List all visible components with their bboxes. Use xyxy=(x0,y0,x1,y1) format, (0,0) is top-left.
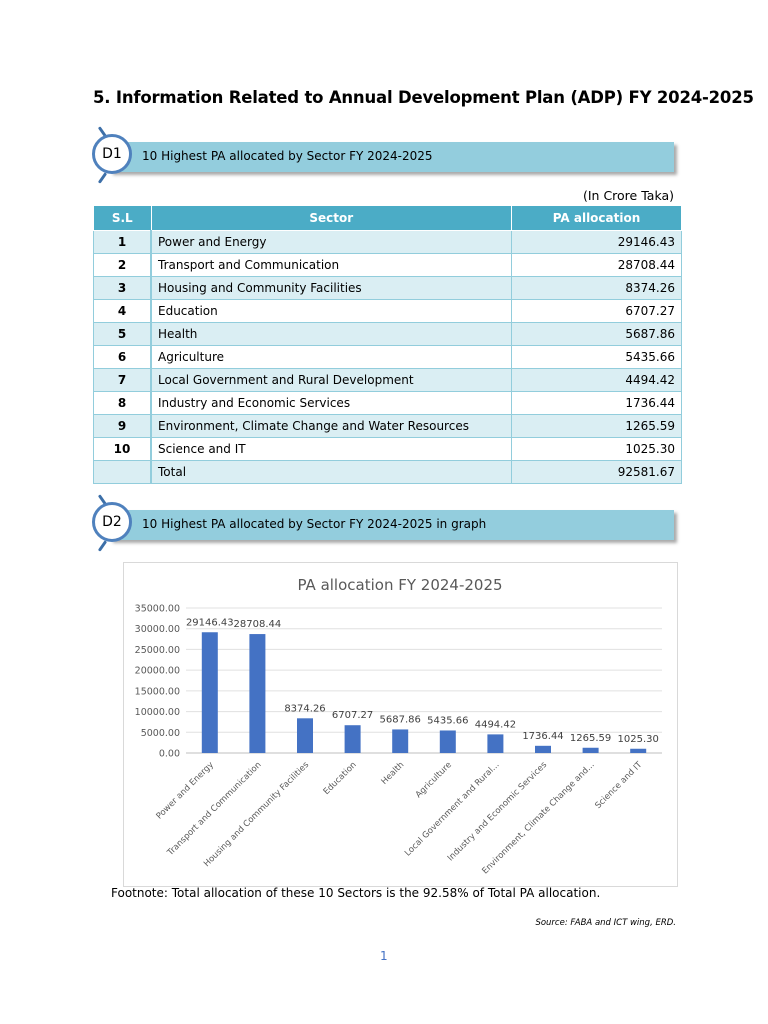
data-label: 5687.86 xyxy=(380,714,421,725)
bar xyxy=(535,745,551,753)
row-sl: 2 xyxy=(93,253,152,277)
row-sl: 7 xyxy=(93,368,152,392)
y-tick-label: 15000.00 xyxy=(135,686,180,697)
header-sector: Sector xyxy=(150,205,512,231)
row-value: 29146.43 xyxy=(511,230,682,254)
data-label: 1265.59 xyxy=(570,733,611,744)
row-sl: 3 xyxy=(93,276,152,300)
source-note: Source: FABA and ICT wing, ERD. xyxy=(535,918,676,928)
x-tick-label: Health xyxy=(380,760,407,787)
header-pa-allocation: PA allocation xyxy=(511,205,682,231)
table-row: 5 Health 5687.86 xyxy=(93,322,682,346)
table-row: 6 Agriculture 5435.66 xyxy=(93,345,682,369)
header-sl: S.L xyxy=(93,205,152,231)
bar xyxy=(392,729,409,753)
bar xyxy=(439,730,456,753)
data-label: 1025.30 xyxy=(618,734,659,745)
x-tick-label: Education xyxy=(322,760,359,797)
chart-svg: PA allocation FY 2024-2025 0.00 5000.00 100… xyxy=(135,576,662,876)
row-value: 4494.42 xyxy=(511,368,682,392)
bar xyxy=(297,718,313,753)
y-tick-label: 20000.00 xyxy=(135,666,180,677)
row-sector: Agriculture xyxy=(150,345,512,369)
data-label: 4494.42 xyxy=(475,719,516,730)
page-number: 1 xyxy=(380,949,388,963)
table-row: 4 Education 6707.27 xyxy=(93,299,682,323)
x-tick-label: Housing and Community Facilities xyxy=(202,760,311,869)
table-row: 10 Science and IT 1025.30 xyxy=(93,437,682,461)
table-row: 3 Housing and Community Facilities 8374.… xyxy=(93,276,682,300)
pa-allocation-table: S.L Sector PA allocation 1 Power and Ene… xyxy=(93,205,682,484)
row-sl: 8 xyxy=(93,391,152,415)
data-label: 6707.27 xyxy=(332,710,373,721)
data-label: 8374.26 xyxy=(284,703,325,714)
data-label: 1736.44 xyxy=(522,731,563,742)
x-tick-label: Industry and Economic Services xyxy=(446,760,550,864)
row-value: 28708.44 xyxy=(511,253,682,277)
unit-note: (In Crore Taka) xyxy=(582,188,674,203)
row-sector: Industry and Economic Services xyxy=(150,391,512,415)
row-sector: Power and Energy xyxy=(150,230,512,254)
row-sector: Housing and Community Facilities xyxy=(150,276,512,300)
x-tick-label: Science and IT xyxy=(593,759,645,811)
bar xyxy=(344,725,361,753)
data-label: 29146.43 xyxy=(186,617,234,628)
y-tick-label: 10000.00 xyxy=(135,707,180,718)
row-sl xyxy=(93,460,152,484)
row-sl: 9 xyxy=(93,414,152,438)
x-tick-label: Agriculture xyxy=(414,760,454,800)
row-value: 1025.30 xyxy=(511,437,682,461)
y-tick-label: 25000.00 xyxy=(135,645,180,656)
table-row: 7 Local Government and Rural Development… xyxy=(93,368,682,392)
bar xyxy=(249,634,266,753)
row-sl: 5 xyxy=(93,322,152,346)
total-row: Total 92581.67 xyxy=(93,460,682,484)
y-tick-label: 5000.00 xyxy=(141,728,180,739)
row-sl: 6 xyxy=(93,345,152,369)
row-sector: Transport and Communication xyxy=(150,253,512,277)
table-row: 2 Transport and Communication 28708.44 xyxy=(93,253,682,277)
section-title: 5. Information Related to Annual Develop… xyxy=(93,88,754,107)
table-row: 1 Power and Energy 29146.43 xyxy=(93,230,682,254)
row-value: 5687.86 xyxy=(511,322,682,346)
footnote: Footnote: Total allocation of these 10 S… xyxy=(111,886,601,900)
data-label: 28708.44 xyxy=(234,619,282,630)
y-tick-label: 0.00 xyxy=(159,749,180,760)
row-sl: 4 xyxy=(93,299,152,323)
bar xyxy=(630,748,647,753)
row-value: 1736.44 xyxy=(511,391,682,415)
row-value: 1265.59 xyxy=(511,414,682,438)
x-tick-label: Local Government and Rural... xyxy=(403,760,501,858)
y-tick-label: 30000.00 xyxy=(135,624,180,635)
row-sector: Education xyxy=(150,299,512,323)
row-value: 92581.67 xyxy=(511,460,682,484)
x-tick-label: Transport and Communication xyxy=(165,760,263,858)
table-row: 9 Environment, Climate Change and Water … xyxy=(93,414,682,438)
d2-badge: D2 xyxy=(92,502,132,542)
row-value: 8374.26 xyxy=(511,276,682,300)
data-label: 5435.66 xyxy=(427,715,468,726)
row-sl: 1 xyxy=(93,230,152,254)
row-value: 6707.27 xyxy=(511,299,682,323)
bar-chart: PA allocation FY 2024-2025 0.00 5000.00 100… xyxy=(123,562,678,887)
row-sector: Environment, Climate Change and Water Re… xyxy=(150,414,512,438)
row-sector: Total xyxy=(150,460,512,484)
row-value: 5435.66 xyxy=(511,345,682,369)
row-sector: Health xyxy=(150,322,512,346)
d1-badge: D1 xyxy=(92,134,132,174)
row-sector: Science and IT xyxy=(150,437,512,461)
y-tick-label: 35000.00 xyxy=(135,604,180,615)
bar xyxy=(582,747,599,753)
chart-title: PA allocation FY 2024-2025 xyxy=(297,576,502,594)
d1-label: 10 Highest PA allocated by Sector FY 202… xyxy=(142,149,433,163)
table-row: 8 Industry and Economic Services 1736.44 xyxy=(93,391,682,415)
bar xyxy=(487,734,504,753)
row-sl: 10 xyxy=(93,437,152,461)
d2-label: 10 Highest PA allocated by Sector FY 202… xyxy=(142,517,487,531)
row-sector: Local Government and Rural Development xyxy=(150,368,512,392)
bar xyxy=(201,632,218,753)
